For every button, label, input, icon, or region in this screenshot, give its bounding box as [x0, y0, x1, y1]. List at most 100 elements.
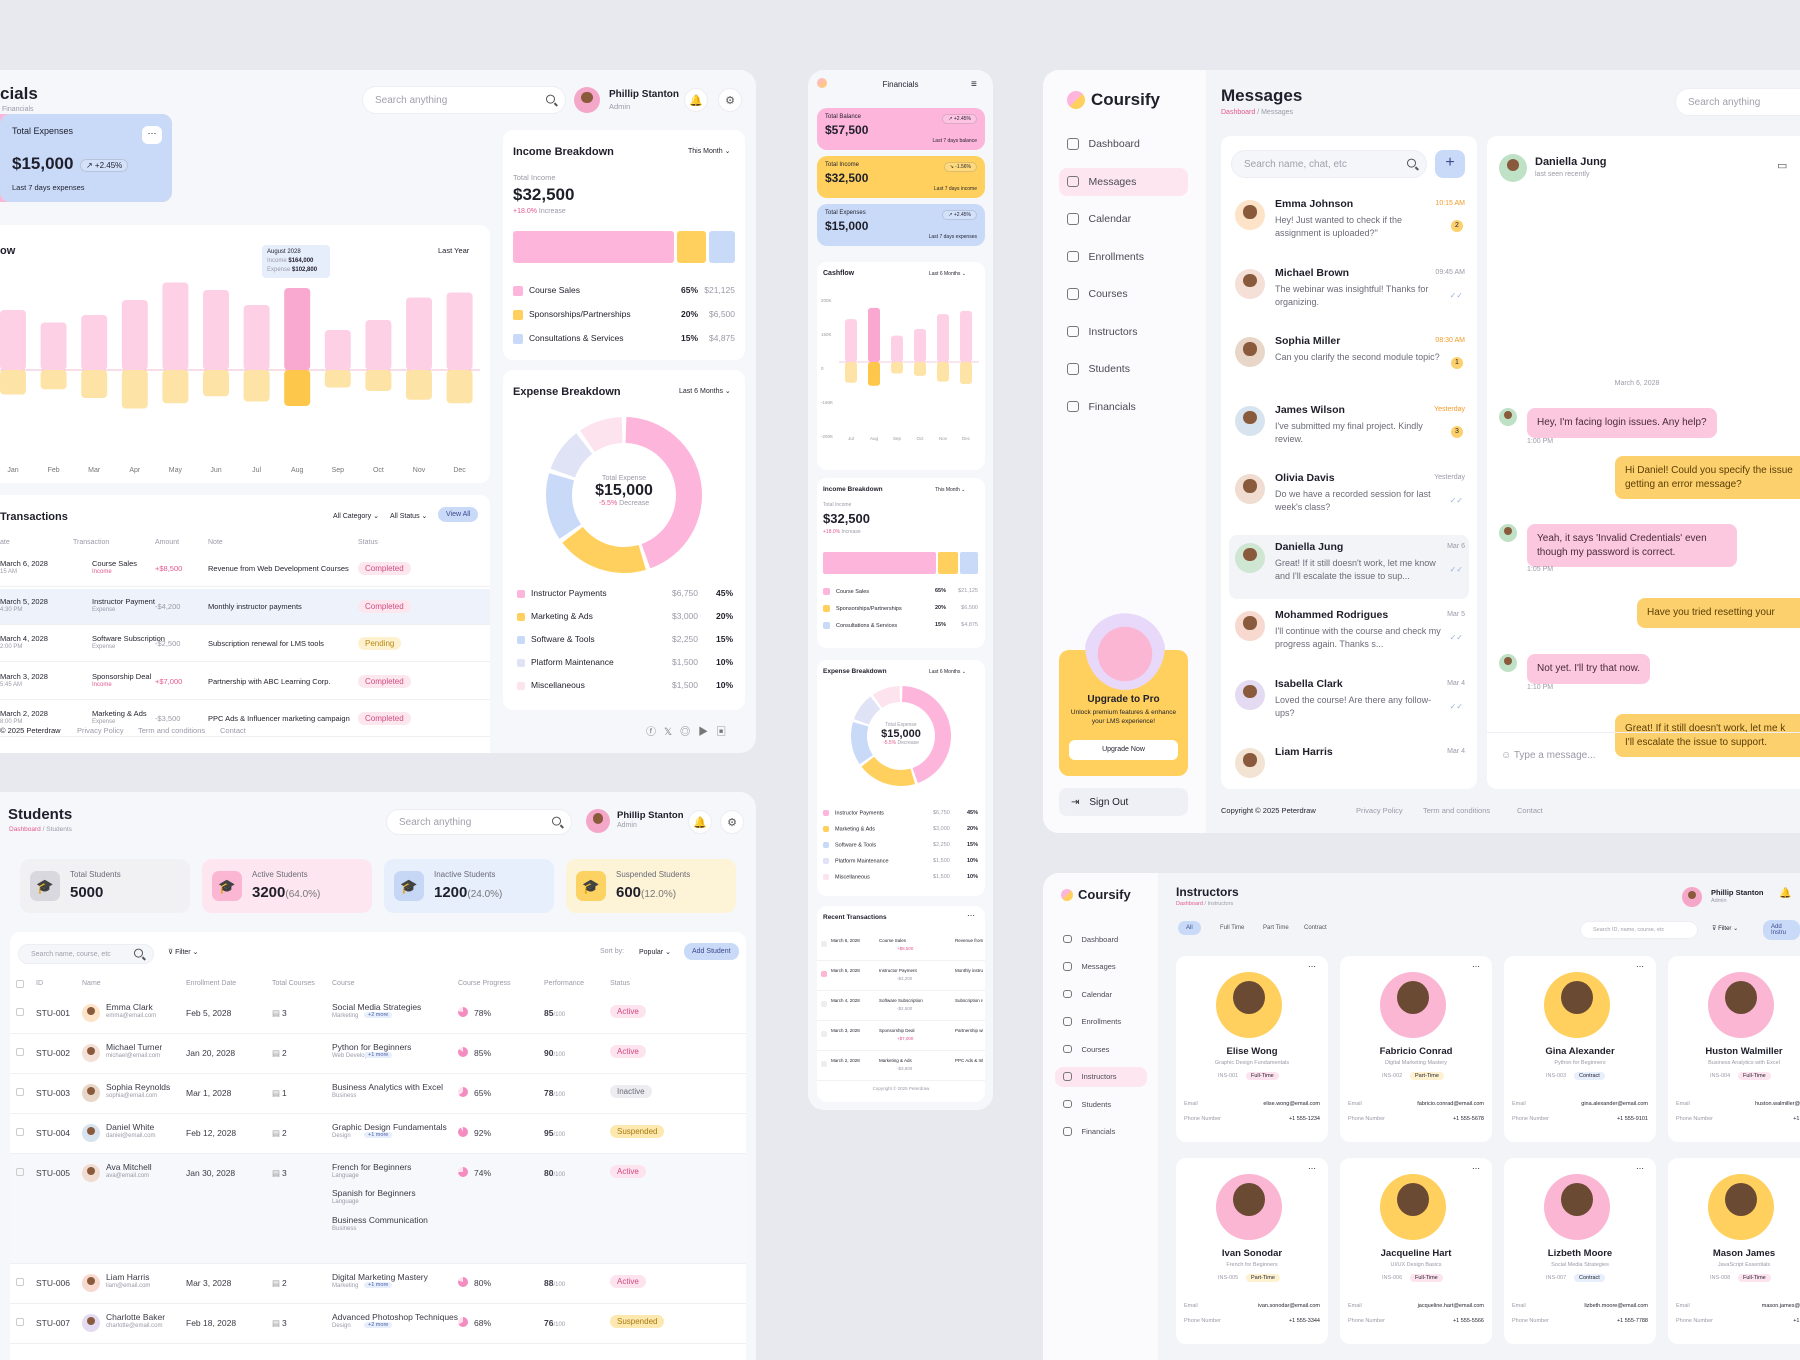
instructor-card[interactable]: ⋯ Fabricio Conrad Digital Marketing Master…	[1340, 956, 1492, 1142]
more-icon[interactable]: ⋯	[1472, 962, 1480, 971]
nav-item-dashboard[interactable]: Dashboard	[1059, 130, 1188, 158]
instructor-card[interactable]: ⋯ Jacqueline Hart UI/UX Design Basics INS-0…	[1340, 1158, 1492, 1344]
table-row[interactable]: STU-007 Charlotte Baker charlotte@email.co…	[10, 1304, 746, 1344]
tab-full-time[interactable]: Full Time	[1220, 925, 1245, 931]
income-bar[interactable]	[406, 297, 432, 371]
expense-bar[interactable]	[203, 370, 229, 397]
period-select[interactable]: This Month ⌄	[935, 487, 966, 493]
status-filter[interactable]: All Status ⌄	[390, 513, 428, 520]
table-row[interactable]: March 5, 2028 4:30 PM Instructor Payment Ex…	[0, 588, 490, 625]
message-input[interactable]: ☺ Type a message...	[1501, 750, 1596, 761]
income-bar[interactable]	[960, 310, 972, 362]
more-icon[interactable]: ⋯	[1308, 962, 1316, 971]
nav-item-messages[interactable]: Messages	[1055, 957, 1147, 977]
row-checkbox[interactable]	[16, 1008, 24, 1016]
more-icon[interactable]: ⋯	[1472, 1164, 1480, 1173]
bell-icon[interactable]: 🔔	[688, 810, 712, 834]
column-header[interactable]: Performance	[544, 980, 585, 987]
expense-bar[interactable]	[365, 370, 392, 391]
column-header[interactable]: Status	[358, 539, 378, 546]
expense-bar[interactable]	[81, 370, 108, 398]
donut-slice[interactable]	[550, 433, 593, 478]
row-checkbox[interactable]	[821, 1031, 827, 1037]
table-row[interactable]: March 6, 2028 Course Sales +$8,500 Revenue …	[817, 932, 985, 961]
tab-contract[interactable]: Contract	[1304, 925, 1327, 931]
table-row[interactable]: STU-003 Sophia Reynolds sophia@email.com Ma…	[10, 1074, 746, 1114]
table-row[interactable]: March 4, 2028 Software Subscription -$2,50…	[817, 992, 985, 1021]
gear-icon[interactable]: ⚙	[720, 810, 744, 834]
table-search-input[interactable]: Search name, course, etc	[18, 944, 154, 964]
column-header[interactable]: Amount	[155, 539, 180, 546]
add-instructor-button[interactable]: Add Instru	[1763, 920, 1800, 940]
avatar[interactable]	[586, 809, 610, 833]
expense-bar[interactable]	[40, 370, 67, 390]
row-checkbox[interactable]	[16, 1318, 24, 1326]
nav-item-calendar[interactable]: Calendar	[1059, 205, 1188, 233]
expense-bar[interactable]	[0, 370, 26, 395]
table-row[interactable]: STU-005 Ava Mitchell ava@email.com Jan 30, …	[10, 1154, 746, 1264]
add-student-button[interactable]: Add Student	[684, 943, 739, 960]
table-row[interactable]: STU-004 Daniel White daniel@email.com Feb 1…	[10, 1114, 746, 1154]
more-courses-badge[interactable]: +2 more	[364, 1012, 393, 1018]
column-header[interactable]: ate	[0, 539, 10, 546]
donut-slice[interactable]	[580, 417, 623, 453]
table-row[interactable]: STU-001 Emma Clark emma@email.com Feb 5, 20…	[10, 994, 746, 1034]
nav-item-financials[interactable]: Financials	[1059, 393, 1188, 421]
nav-item-enrollments[interactable]: Enrollments	[1059, 243, 1188, 271]
search-input[interactable]: Search anything	[386, 809, 572, 835]
chat-list-item[interactable]: Isabella Clark Mar 4 Loved the course! Are…	[1229, 672, 1469, 736]
chat-list-item[interactable]: Liam Harris Mar 4	[1229, 740, 1469, 804]
linkedin-icon[interactable]: ▣	[716, 727, 735, 738]
chat-list-item[interactable]: Olivia Davis Yesterday Do we have a record…	[1229, 466, 1469, 530]
instructor-card[interactable]: ⋯ Gina Alexander Python for Beginners INS-0…	[1504, 956, 1656, 1142]
income-bar[interactable]	[891, 335, 903, 362]
nav-item-students[interactable]: Students	[1055, 1094, 1147, 1114]
expense-bar[interactable]	[845, 362, 857, 383]
footer-link[interactable]: Term and conditions	[138, 726, 206, 735]
menu-icon[interactable]: ≡	[971, 79, 977, 90]
expense-bar[interactable]	[243, 370, 270, 402]
table-row[interactable]: March 2, 2028 Marketing & Ads -$3,500 PPC A…	[817, 1052, 985, 1081]
row-checkbox[interactable]	[16, 1278, 24, 1286]
tab-part-time[interactable]: Part Time	[1263, 925, 1289, 931]
chat-list-item[interactable]: James Wilson Yesterday I've submitted my f…	[1229, 398, 1469, 462]
table-row[interactable]: March 2, 2028 8:00 PM Marketing & Ads Expen…	[0, 701, 490, 737]
avatar[interactable]	[1682, 887, 1702, 907]
column-header[interactable]: Course	[332, 980, 355, 987]
gear-icon[interactable]: ⚙	[718, 88, 742, 112]
income-bar[interactable]	[868, 307, 880, 362]
donut-slice[interactable]	[902, 686, 951, 784]
row-checkbox[interactable]	[821, 971, 827, 977]
nav-item-instructors[interactable]: Instructors	[1055, 1066, 1147, 1087]
view-all-button[interactable]: View All	[438, 507, 479, 522]
column-header[interactable]: Status	[610, 980, 630, 987]
select-all-checkbox[interactable]	[16, 980, 24, 988]
expense-bar[interactable]	[868, 362, 880, 386]
x-icon[interactable]: 𝕏	[664, 727, 681, 738]
nav-item-messages[interactable]: Messages	[1059, 167, 1188, 196]
row-checkbox[interactable]	[16, 1048, 24, 1056]
tab-all[interactable]: All	[1178, 921, 1201, 935]
chat-list-item[interactable]: Mohammed Rodrigues Mar 5 I'll continue wit…	[1229, 603, 1469, 667]
more-courses-badge[interactable]: +2 more	[364, 1322, 393, 1328]
income-bar[interactable]	[937, 314, 949, 362]
category-filter[interactable]: All Category ⌄	[333, 513, 379, 520]
nav-item-financials[interactable]: Financials	[1055, 1122, 1147, 1142]
nav-item-instructors[interactable]: Instructors	[1059, 318, 1188, 346]
income-bar[interactable]	[121, 300, 148, 370]
facebook-icon[interactable]: ⓕ	[646, 727, 664, 738]
expense-bar[interactable]	[121, 370, 148, 409]
table-row[interactable]: March 6, 2028 15 AM Course Sales Income +$8,…	[0, 551, 490, 587]
footer-link[interactable]: Contact	[220, 726, 246, 735]
search-input[interactable]: Search ID, name, course, etc	[1580, 921, 1698, 939]
donut-slice[interactable]	[861, 756, 916, 786]
chat-list-item[interactable]: Sophia Miller 08:30 AM Can you clarify the…	[1229, 329, 1469, 393]
chat-list-item[interactable]: Daniella Jung Mar 6 Great! If it still doe…	[1229, 534, 1469, 599]
expense-bar[interactable]	[960, 362, 972, 384]
column-header[interactable]: Total Courses	[272, 980, 315, 987]
period-select[interactable]: Last 6 Months ⌄	[929, 669, 966, 675]
more-icon[interactable]: ⋯	[1308, 1164, 1316, 1173]
bell-icon[interactable]: 🔔	[1779, 888, 1792, 899]
expense-bar[interactable]	[446, 370, 473, 404]
